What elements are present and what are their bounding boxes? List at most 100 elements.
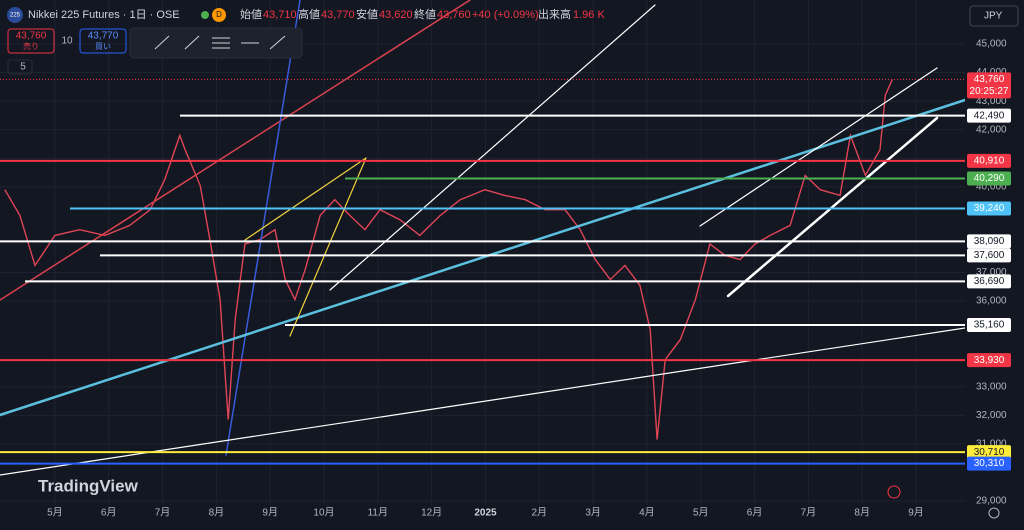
level-label: 30,710 <box>974 447 1005 458</box>
x-tick-label: 5月 <box>47 507 63 519</box>
ohlc-label: 高値 <box>298 7 320 21</box>
currency: JPY <box>984 11 1003 22</box>
ohlc-value: 43,770 <box>321 9 355 21</box>
level-label: 38,090 <box>974 236 1005 247</box>
x-tick-label: 11月 <box>368 507 388 519</box>
ohlc-value: 43,710 <box>263 9 297 21</box>
last-price-tag <box>967 72 1011 99</box>
alert-icon[interactable] <box>887 485 901 499</box>
x-tick-label: 9月 <box>908 507 924 519</box>
sell-button[interactable] <box>7 28 55 54</box>
level-tag <box>967 234 1011 249</box>
y-tick-label: 43,000 <box>976 96 1007 107</box>
ohlc-label: 終値 <box>414 7 436 21</box>
y-tick-label: 32,000 <box>976 410 1007 421</box>
tool-extended[interactable] <box>269 35 286 50</box>
countdown: 20:25:27 <box>970 86 1009 97</box>
level-label: 35,160 <box>974 320 1005 331</box>
symbol[interactable]: Nikkei 225 Futures · 1日 · OSE <box>28 9 180 21</box>
ohlc-label: 安値 <box>356 7 378 21</box>
level-tag <box>967 318 1011 333</box>
y-tick-label: 37,000 <box>976 267 1007 278</box>
symbol-icon[interactable] <box>7 7 23 23</box>
level-tag <box>967 201 1011 216</box>
y-tick-label: 29,000 <box>976 496 1007 507</box>
trend-line <box>289 157 367 337</box>
level-tag <box>967 353 1011 368</box>
trend-line <box>0 98 967 417</box>
level-tag <box>967 274 1011 289</box>
level-tag <box>967 108 1011 123</box>
x-tick-label: 3月 <box>585 507 601 519</box>
level-label: 37,600 <box>974 250 1005 261</box>
y-tick-label: 40,000 <box>976 181 1007 192</box>
trend-line <box>699 67 938 227</box>
y-tick-label: 42,000 <box>976 124 1007 135</box>
volume-label: 出来高 <box>538 7 571 21</box>
level-tag <box>967 153 1011 168</box>
y-tick-label: 33,000 <box>976 381 1007 392</box>
level-tag <box>967 248 1011 263</box>
brand: TradingView <box>38 476 139 495</box>
sell-price: 43,760 <box>16 31 47 42</box>
level-label: 36,690 <box>974 276 1005 287</box>
sell-label: 売り <box>23 41 39 51</box>
x-tick-label: 8月 <box>854 507 870 519</box>
level-tag <box>967 445 1011 460</box>
axes: 45,00044,00043,00042,00041,00040,00037,0… <box>47 39 1011 519</box>
level-label: 33,930 <box>974 355 1005 366</box>
indicators-toggle[interactable] <box>7 59 33 75</box>
change: +40 (+0.09%) <box>472 9 539 21</box>
level-label: 40,910 <box>974 155 1005 166</box>
settings-icon[interactable] <box>988 507 1000 519</box>
level-tag <box>967 456 1011 471</box>
x-tick-label: 10月 <box>313 507 334 519</box>
tool-ray[interactable] <box>184 35 200 50</box>
y-tick-label: 36,000 <box>976 296 1007 307</box>
levels <box>0 114 965 465</box>
buy-label: 買い <box>95 42 111 51</box>
x-tick-label: 6月 <box>101 507 117 519</box>
level-tag <box>967 171 1011 186</box>
status-dot <box>201 11 209 19</box>
x-tick-label: 6月 <box>747 507 763 519</box>
trend-line <box>726 116 939 298</box>
last-price-label: 43,760 <box>974 74 1005 85</box>
level-label: 40,290 <box>974 173 1005 184</box>
x-tick-label: 9月 <box>262 507 278 519</box>
drawings <box>0 0 967 476</box>
plot-area <box>0 0 965 505</box>
badge-text: D <box>216 10 222 19</box>
x-tick-label: 12月 <box>421 507 442 519</box>
ohlc-label: 始値 <box>240 7 262 21</box>
trend-line <box>329 4 656 291</box>
x-tick-label: 5月 <box>693 507 709 519</box>
currency-button[interactable] <box>969 5 1019 27</box>
quantity[interactable]: 10 <box>61 36 73 47</box>
trend-line <box>0 327 966 476</box>
x-tick-label: 8月 <box>209 507 225 519</box>
badge <box>212 8 226 22</box>
symbol-icon-text: 225 <box>10 13 21 19</box>
buy-button[interactable] <box>79 28 127 54</box>
buy-price: 43,770 <box>88 31 119 42</box>
indicators-count: 5 <box>20 62 26 73</box>
ohlc-value: 43,760 <box>437 9 471 21</box>
x-tick-label: 7月 <box>155 507 171 519</box>
level-label: 30,310 <box>974 458 1005 469</box>
x-tick-label: 2月 <box>531 507 547 519</box>
ohlc-value: 43,620 <box>379 9 413 21</box>
trend-line <box>244 157 367 241</box>
level-label: 39,240 <box>974 203 1005 214</box>
toolbar-icons <box>154 35 286 50</box>
volume: 1.96 K <box>573 9 605 21</box>
trend-line <box>0 0 471 301</box>
tool-trend[interactable] <box>154 35 170 50</box>
y-tick-label: 45,000 <box>976 39 1007 50</box>
x-tick-label: 4月 <box>639 507 655 519</box>
x-tick-label: 7月 <box>801 507 817 519</box>
x-tick-label: 2025 <box>474 508 497 519</box>
level-label: 42,490 <box>974 110 1005 121</box>
